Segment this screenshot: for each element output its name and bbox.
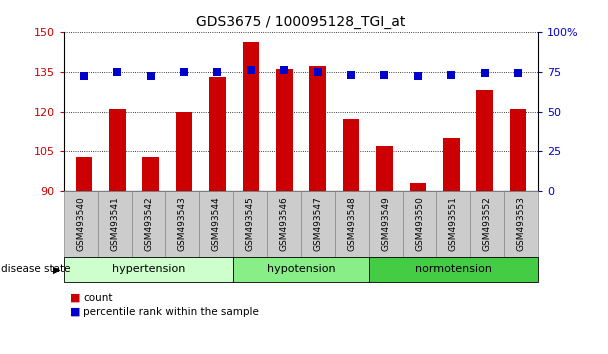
- Text: GSM493541: GSM493541: [110, 196, 119, 251]
- Point: [146, 74, 156, 79]
- Text: disease state: disease state: [1, 264, 71, 274]
- Bar: [343, 120, 359, 191]
- Text: percentile rank within the sample: percentile rank within the sample: [83, 307, 259, 316]
- Bar: [243, 42, 259, 191]
- Point: [379, 72, 389, 78]
- Bar: [410, 183, 426, 191]
- Point: [313, 69, 322, 75]
- Text: GSM493542: GSM493542: [144, 196, 153, 251]
- Text: GSM493549: GSM493549: [381, 196, 390, 251]
- Text: GSM493551: GSM493551: [449, 196, 458, 251]
- Text: ■: ■: [70, 293, 80, 303]
- Bar: [75, 156, 92, 191]
- Bar: [109, 109, 126, 191]
- Text: GSM493548: GSM493548: [347, 196, 356, 251]
- Point: [446, 72, 456, 78]
- Bar: [510, 109, 527, 191]
- Text: GSM493544: GSM493544: [212, 196, 221, 251]
- Text: GSM493552: GSM493552: [483, 196, 492, 251]
- Text: GSM493540: GSM493540: [76, 196, 85, 251]
- Text: GSM493553: GSM493553: [517, 196, 526, 251]
- Bar: [142, 156, 159, 191]
- Point: [213, 69, 223, 75]
- Text: GSM493546: GSM493546: [280, 196, 289, 251]
- Text: hypotension: hypotension: [267, 264, 335, 274]
- Text: ▶: ▶: [53, 264, 60, 274]
- Bar: [209, 77, 226, 191]
- Text: GSM493545: GSM493545: [246, 196, 255, 251]
- Bar: [309, 67, 326, 191]
- Text: GSM493550: GSM493550: [415, 196, 424, 251]
- Title: GDS3675 / 100095128_TGI_at: GDS3675 / 100095128_TGI_at: [196, 16, 406, 29]
- Text: normotension: normotension: [415, 264, 492, 274]
- Point: [79, 74, 89, 79]
- Bar: [443, 138, 460, 191]
- Text: GSM493543: GSM493543: [178, 196, 187, 251]
- Point: [480, 70, 489, 76]
- Point: [246, 67, 256, 73]
- Point: [513, 70, 523, 76]
- Bar: [376, 146, 393, 191]
- Point: [179, 69, 189, 75]
- Point: [112, 69, 122, 75]
- Text: hypertension: hypertension: [112, 264, 185, 274]
- Bar: [176, 112, 192, 191]
- Point: [280, 67, 289, 73]
- Text: count: count: [83, 293, 113, 303]
- Bar: [276, 69, 292, 191]
- Text: GSM493547: GSM493547: [313, 196, 322, 251]
- Text: ■: ■: [70, 307, 80, 316]
- Point: [413, 74, 423, 79]
- Bar: [476, 90, 493, 191]
- Point: [346, 72, 356, 78]
